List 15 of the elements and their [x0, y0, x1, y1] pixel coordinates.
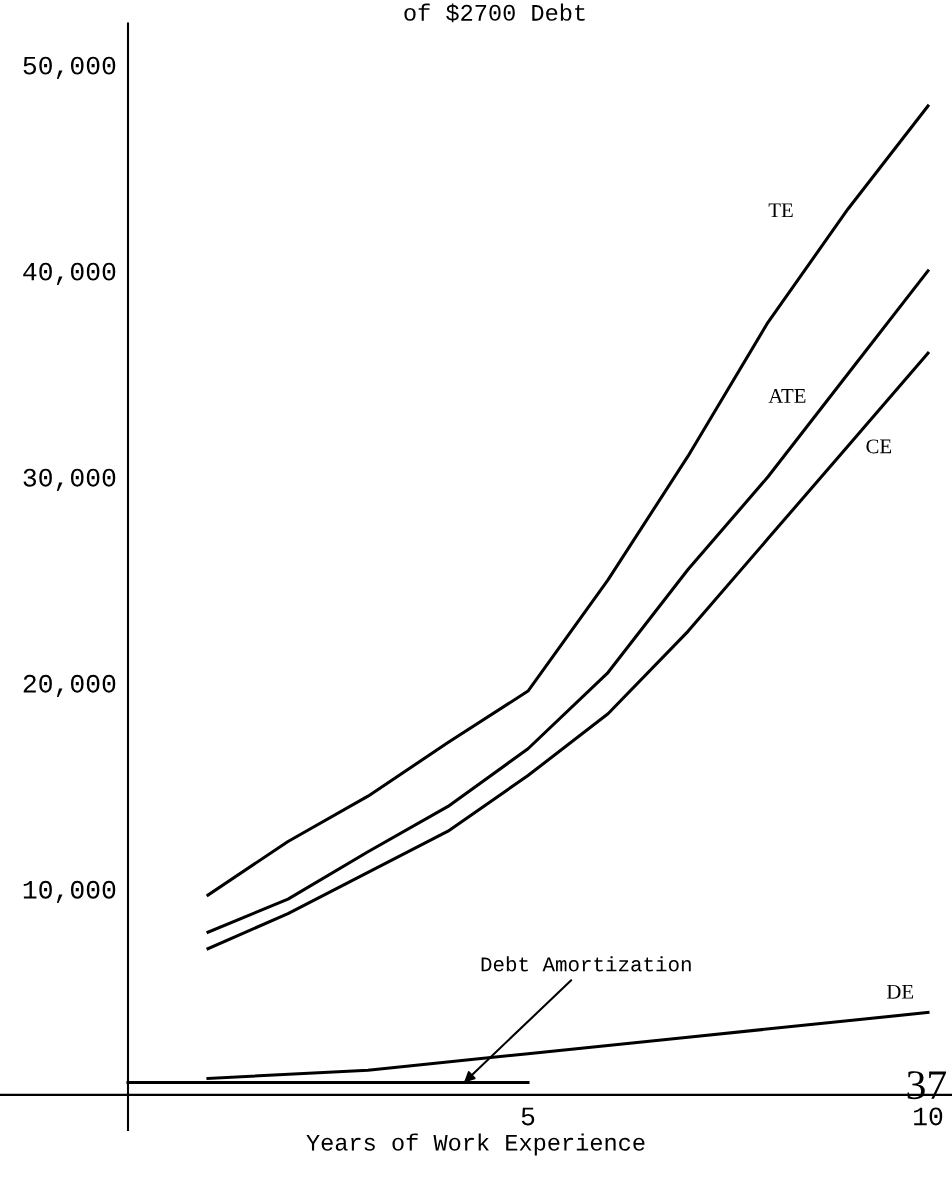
series-label: ATE: [768, 388, 806, 403]
series-label: DE: [886, 984, 914, 999]
x-tick-label: 5: [521, 1107, 535, 1126]
series-label: CE: [866, 439, 892, 454]
x-axis-title: Years of Work Experience: [306, 1133, 645, 1156]
y-tick-label: 50,000: [23, 56, 116, 79]
y-tick-label: 30,000: [23, 468, 116, 492]
x-tick-label: 10: [914, 1107, 943, 1126]
y-tick-label: 20,000: [23, 674, 116, 698]
chart-title: of $2700 Debt: [404, 3, 585, 23]
y-tick-label: 10,000: [23, 880, 116, 904]
annotation: Debt Amortization: [481, 956, 691, 972]
y-tick-label: 40,000: [23, 262, 116, 286]
series-label: TE: [768, 203, 793, 218]
line-series: [206, 104, 930, 897]
